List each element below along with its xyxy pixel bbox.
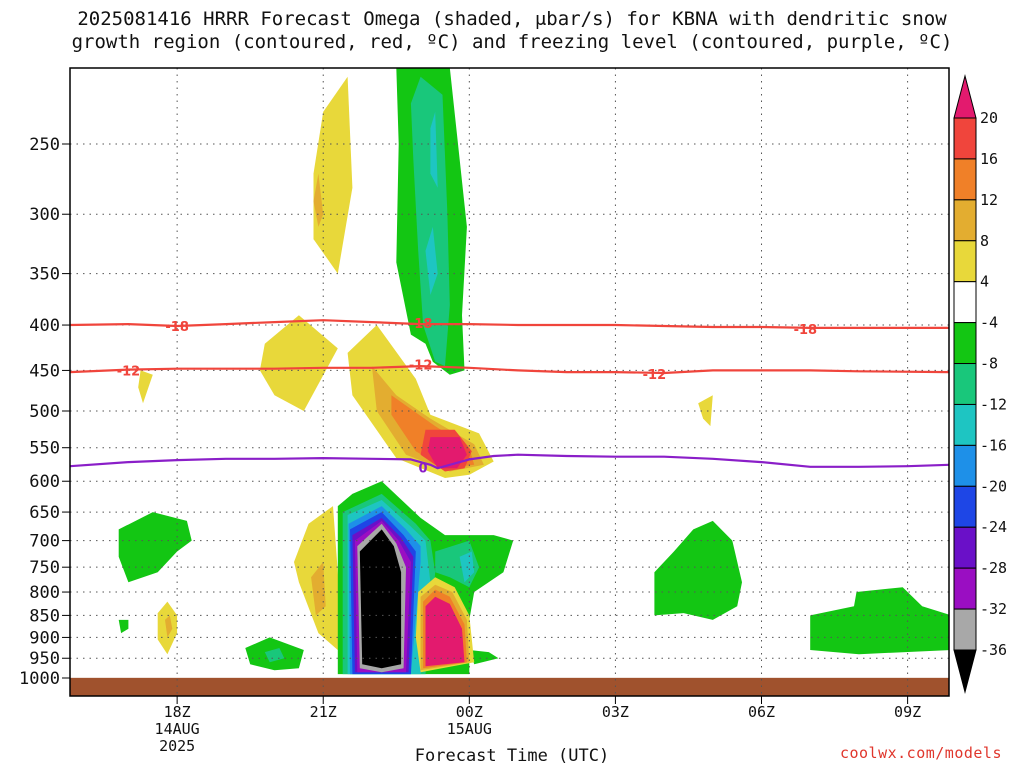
omega-region [425,596,465,667]
colorbar-top-arrow [953,74,977,119]
y-tick-label: 650 [29,503,60,523]
x-tick-label: 15AUG [447,720,492,738]
colorbar-bin [953,281,977,324]
colorbar-label: -32 [980,600,1007,618]
y-tick-label: 300 [29,205,60,225]
colorbar-bin [953,608,977,651]
y-tick-label: 850 [29,606,60,626]
dgz-contour-label: -18 [794,323,818,338]
chart-title-line-1: 2025081416 HRRR Forecast Omega (shaded, … [77,8,947,30]
omega-region [410,76,450,367]
y-tick-label: 950 [29,649,60,669]
y-tick-label: 800 [29,583,60,603]
colorbar-bin [953,567,977,610]
omega-region [313,76,353,274]
omega-region [698,395,713,427]
dgz-contour-label: -12 [409,358,433,373]
colorbar-bottom-arrow [953,649,977,694]
dgz-contour-label: -18 [409,317,433,332]
omega-region [427,437,467,469]
y-tick-label: 750 [29,558,60,578]
x-tick-label: 18Z [164,703,191,721]
colorbar-label: -28 [980,559,1007,577]
colorbar-label: -16 [980,436,1007,454]
colorbar-label: -24 [980,518,1007,536]
colorbar-bin [953,322,977,365]
colorbar-label: 20 [980,109,998,127]
x-tick-label: 14AUG [155,720,200,738]
x-tick-label: 21Z [310,703,337,721]
colorbar-label: -20 [980,477,1007,495]
y-tick-label: 550 [29,439,60,459]
colorbar-bin [953,485,977,528]
colorbar-label: 12 [980,191,998,209]
colorbar-label: -8 [980,355,998,373]
plot-frame [69,67,950,697]
chart-title-line-2: growth region (contoured, red, ºC) and f… [71,31,953,53]
x-axis-title: Forecast Time (UTC) [414,746,610,766]
dgz-contour-label: -12 [643,368,667,383]
omega-region [359,529,402,669]
dgz-contour-label: -12 [117,364,141,379]
dgz-contour [70,319,949,329]
colorbar-label: -4 [980,314,998,332]
omega-region [430,111,438,188]
x-tick-label: 06Z [748,703,775,721]
colorbar-bin [953,158,977,201]
freezing-level-contour [70,453,949,470]
colorbar-label: 4 [980,273,989,291]
omega-region [259,315,338,411]
colorbar-label: -12 [980,395,1007,413]
x-tick-label: 03Z [602,703,629,721]
omega-region [654,520,742,620]
omega-region [138,370,153,404]
omega-region [118,619,129,634]
colorbar-bin [953,363,977,405]
colorbar-bin [953,444,977,487]
x-tick-label: 09Z [894,703,921,721]
y-tick-label: 400 [29,316,60,336]
omega-region [810,587,949,655]
colorbar-bin [953,403,977,446]
freezing-level-contour-label: 0 [419,462,428,477]
y-tick-label: 250 [29,135,60,155]
colorbar-bin [953,117,977,160]
y-tick-label: 500 [29,402,60,422]
omega-region [118,512,192,583]
colorbar-label: 8 [980,232,989,250]
colorbar-bin [953,526,977,569]
y-tick-label: 900 [29,628,60,648]
x-tick-label: 2025 [159,737,195,755]
y-tick-label: 700 [29,532,60,552]
omega-region [469,650,499,665]
y-tick-label: 450 [29,361,60,381]
omega-region [311,562,326,616]
dgz-contour [70,365,949,375]
ground-surface [70,677,949,696]
omega-region [165,615,173,638]
footer-credit: coolwx.com/models [839,744,1002,762]
colorbar-label: -36 [980,641,1007,659]
colorbar-bin [953,199,977,242]
omega-region [425,226,438,295]
omega-region [313,173,324,227]
dgz-contour-label: -18 [165,320,189,335]
colorbar-label: 16 [980,150,998,168]
colorbar-bin [953,240,977,283]
y-tick-label: 350 [29,265,60,285]
y-tick-label: 1000 [19,669,60,689]
x-tick-label: 00Z [456,703,483,721]
y-tick-label: 600 [29,472,60,492]
